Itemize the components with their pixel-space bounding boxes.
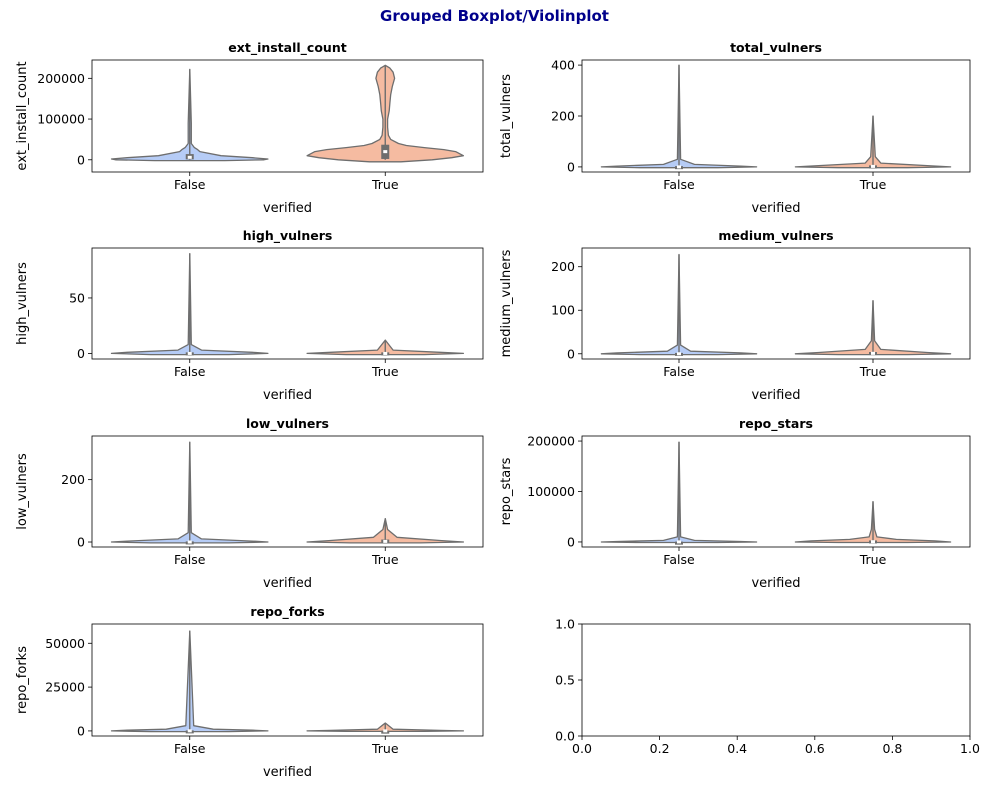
y-tick-label: 200000 (37, 71, 85, 86)
x-tick-label: False (663, 364, 695, 379)
y-tick-label: 0 (77, 723, 85, 738)
y-tick-label: 0 (77, 346, 85, 361)
y-tick-label: 200 (551, 259, 575, 274)
x-tick-label: True (371, 741, 399, 756)
median-marker-true (383, 539, 388, 543)
x-tick-label: 0.2 (650, 741, 670, 756)
x-tick-label: 0.0 (572, 741, 592, 756)
y-tick-label: 100000 (527, 484, 575, 499)
subplot-title: total_vulners (730, 40, 822, 56)
median-marker-true (383, 729, 388, 733)
median-marker-false (187, 729, 192, 733)
subplot-title: medium_vulners (718, 228, 833, 244)
y-tick-label: 200 (61, 472, 85, 487)
y-axis-label: medium_vulners (499, 249, 514, 357)
x-tick-label: False (663, 552, 695, 567)
median-marker-false (187, 351, 192, 355)
x-axis-label: verified (751, 388, 800, 403)
x-tick-label: 0.8 (882, 741, 902, 756)
y-tick-label: 200 (551, 109, 575, 124)
subplot-title: repo_stars (739, 416, 813, 432)
x-axis-label: verified (263, 388, 312, 403)
x-tick-label: True (371, 177, 399, 192)
axes-frame (91, 623, 484, 737)
y-tick-label: 0 (77, 535, 85, 550)
median-marker-false (677, 352, 681, 356)
median-marker-false (677, 165, 681, 169)
y-tick-label: 100000 (37, 112, 85, 127)
median-marker-true (871, 540, 875, 544)
y-tick-label: 25000 (45, 680, 85, 695)
y-tick-label: 100 (551, 303, 575, 318)
median-marker-false (187, 155, 192, 159)
median-marker-true (383, 351, 388, 355)
y-tick-label: 200000 (527, 434, 575, 449)
axes-frame (581, 59, 971, 173)
x-tick-label: False (174, 741, 206, 756)
median-marker-true (871, 164, 875, 168)
median-marker-false (187, 540, 192, 544)
axes-frame (91, 247, 484, 360)
x-axis-label: verified (263, 576, 312, 591)
x-tick-label: 0.4 (727, 741, 747, 756)
x-tick-label: True (371, 364, 399, 379)
y-tick-label: 0 (567, 159, 575, 174)
axes-frame (91, 59, 484, 173)
y-tick-label: 0 (567, 534, 575, 549)
subplot-title: ext_install_count (228, 40, 346, 56)
x-tick-label: False (174, 552, 206, 567)
y-axis-label: ext_install_count (15, 61, 30, 170)
y-tick-label: 0.5 (555, 673, 575, 688)
y-tick-label: 400 (551, 58, 575, 73)
median-marker-true (871, 351, 875, 355)
y-axis-label: high_vulners (15, 262, 30, 345)
x-tick-label: True (859, 552, 887, 567)
x-tick-label: False (174, 177, 206, 192)
y-axis-label: low_vulners (15, 453, 30, 530)
axes-frame (581, 247, 971, 360)
x-axis-label: verified (263, 201, 312, 216)
y-tick-label: 50000 (45, 636, 85, 651)
axes-frame (581, 623, 971, 737)
x-tick-label: False (663, 177, 695, 192)
subplot-title: low_vulners (246, 416, 329, 432)
figure-title: Grouped Boxplot/Violinplot (380, 7, 609, 25)
y-tick-label: 50 (69, 290, 85, 305)
x-tick-label: True (371, 552, 399, 567)
median-marker-true (383, 150, 388, 154)
x-axis-label: verified (263, 765, 312, 780)
y-tick-label: 1.0 (555, 617, 575, 632)
x-tick-label: True (859, 364, 887, 379)
y-axis-label: total_vulners (499, 74, 514, 158)
subplot-title: repo_forks (250, 604, 324, 620)
subplot-title: high_vulners (243, 228, 333, 244)
x-tick-label: False (174, 364, 206, 379)
x-tick-label: True (859, 177, 887, 192)
y-tick-label: 0 (567, 346, 575, 361)
y-axis-label: repo_stars (499, 457, 514, 525)
median-marker-false (677, 540, 681, 544)
x-axis-label: verified (751, 576, 800, 591)
axes-frame (91, 435, 484, 548)
x-tick-label: 1.0 (960, 741, 980, 756)
x-tick-label: 0.6 (805, 741, 825, 756)
y-axis-label: repo_forks (15, 646, 30, 714)
x-axis-label: verified (751, 201, 800, 216)
y-tick-label: 0 (77, 152, 85, 167)
y-tick-label: 0.0 (555, 729, 575, 744)
axes-frame (581, 435, 971, 548)
